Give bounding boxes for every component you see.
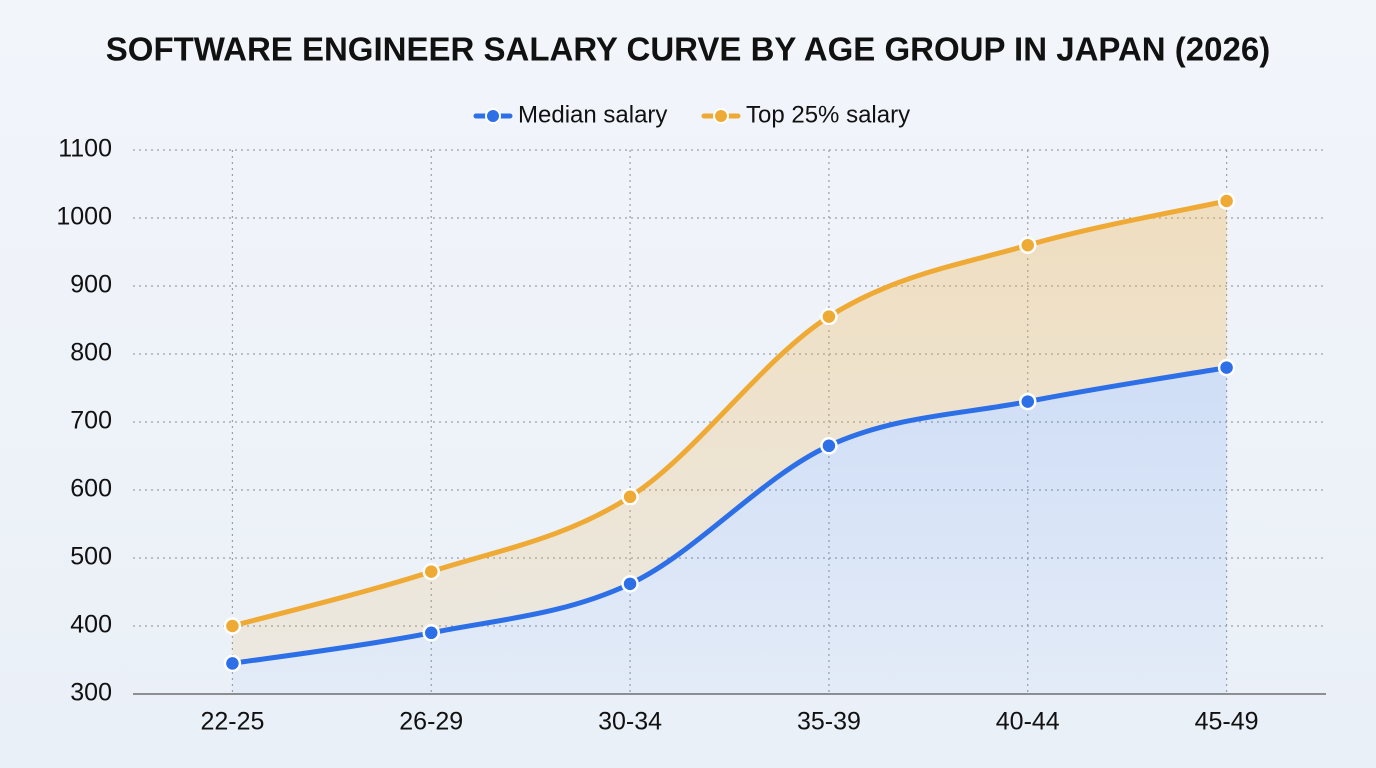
line	[229, 365, 1230, 666]
x-tick-label: 30-34	[598, 708, 662, 736]
legend-marker	[485, 108, 501, 124]
point	[223, 617, 242, 635]
x-tick-label: 35-39	[797, 708, 861, 736]
y-tick-label: 400	[70, 611, 112, 639]
point	[621, 575, 639, 593]
point	[1019, 236, 1037, 254]
point	[1019, 392, 1037, 411]
point	[621, 488, 639, 506]
point	[422, 624, 440, 642]
chart-title: SOFTWARE ENGINEER SALARY CURVE BY AGE GR…	[106, 31, 1270, 68]
y-tick-label: 600	[70, 475, 112, 503]
line	[229, 198, 1230, 629]
area-median	[232, 367, 1227, 694]
point	[1217, 192, 1236, 210]
legend-label: Top 25% salary	[746, 101, 910, 128]
area-band	[232, 201, 1227, 664]
point	[223, 654, 242, 673]
y-tick-label: 300	[70, 679, 112, 707]
y-tick-label: 700	[70, 407, 112, 435]
y-tick-label: 800	[70, 339, 112, 367]
y-tick-label: 500	[70, 543, 112, 571]
legend-label: Median salary	[518, 101, 667, 128]
y-tick-label: 1100	[58, 135, 112, 163]
x-tick-label: 22-25	[200, 708, 264, 736]
y-tick-label: 900	[70, 271, 112, 299]
legend-marker	[713, 108, 729, 124]
x-tick-label: 40-44	[996, 708, 1060, 736]
point	[820, 307, 838, 326]
point	[1217, 358, 1236, 377]
y-tick-label: 1000	[56, 203, 112, 231]
point	[820, 437, 838, 455]
x-tick-label: 45-49	[1195, 708, 1259, 736]
x-tick-label: 26-29	[399, 708, 463, 736]
point	[422, 562, 440, 581]
